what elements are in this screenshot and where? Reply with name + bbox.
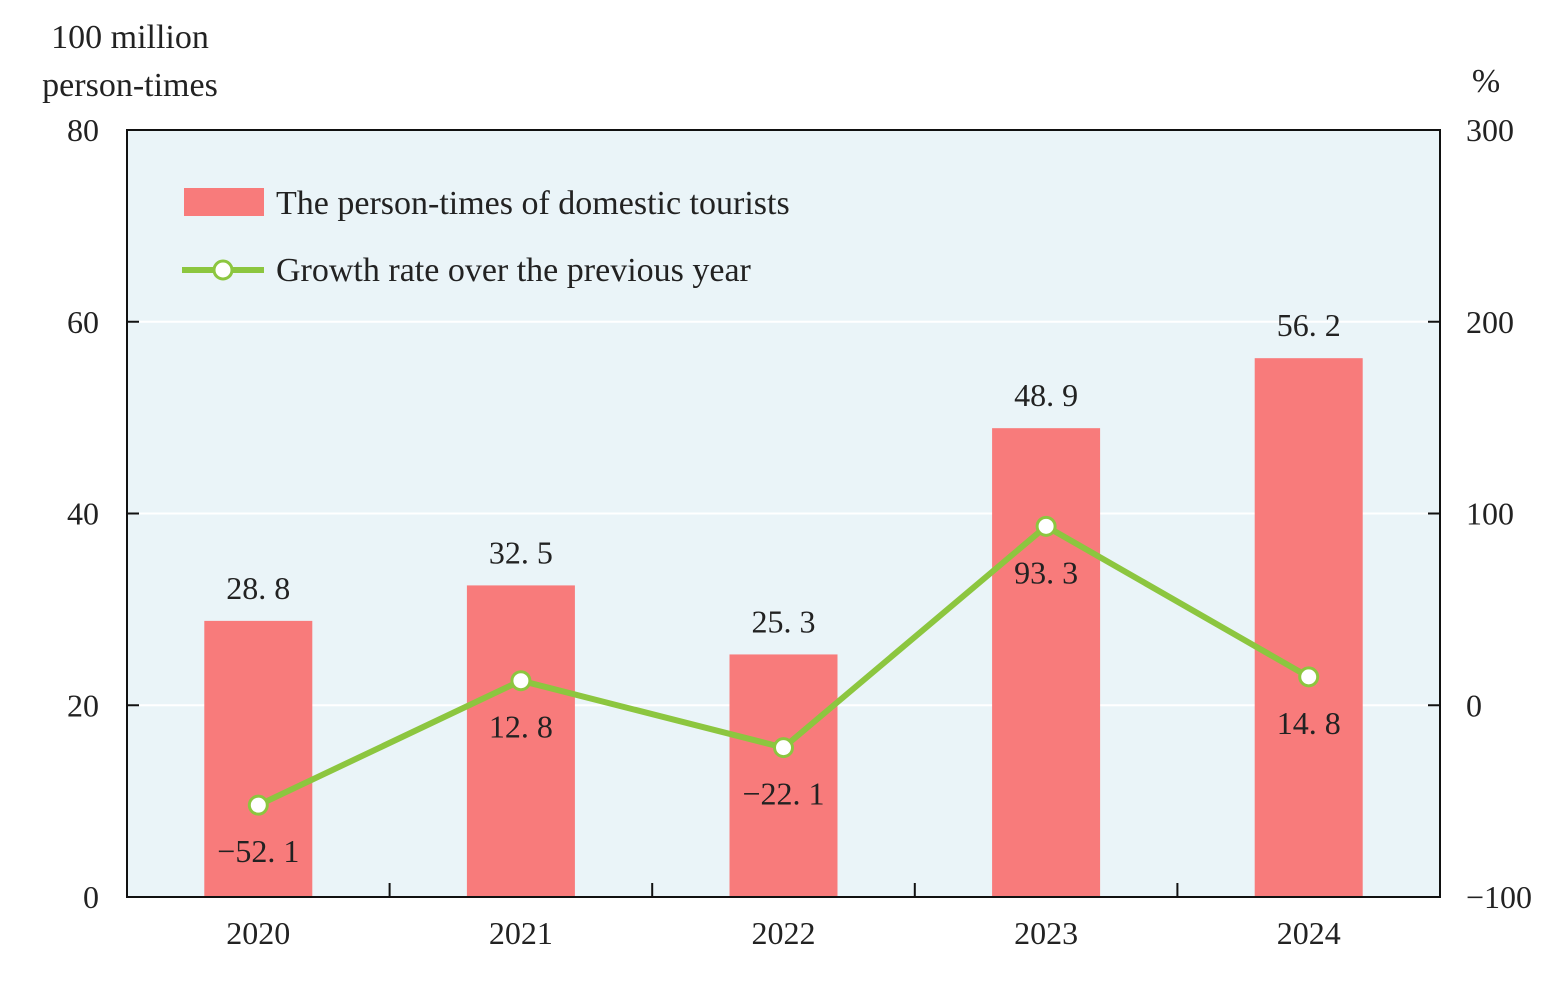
right-tick-label: 200 [1466,304,1514,340]
left-tick-label: 40 [67,496,99,532]
x-tick-label: 2023 [1014,915,1078,951]
x-tick-label: 2021 [489,915,553,951]
left-tick-label: 80 [67,112,99,148]
right-tick-label: 0 [1466,687,1482,723]
x-tick-label: 2024 [1277,915,1341,951]
growth-point [1035,515,1057,537]
growth-value-label: 14. 8 [1277,705,1341,741]
growth-value-label: 93. 3 [1014,554,1078,590]
bar [729,654,838,897]
left-tick-label: 60 [67,304,99,340]
growth-point [1298,666,1320,688]
bar [992,428,1101,897]
legend-line-label: Growth rate over the previous year [276,252,752,289]
growth-point [510,670,532,692]
bar-value-label: 56. 2 [1277,307,1341,343]
legend-bar-swatch [184,188,264,216]
right-tick-label: 300 [1466,112,1514,148]
legend-line-marker [212,259,234,281]
bar-value-label: 28. 8 [226,570,290,606]
growth-point [247,794,269,816]
bar [466,585,575,897]
left-tick-label: 20 [67,687,99,723]
bar-value-label: 32. 5 [489,534,553,570]
bar-value-label: 48. 9 [1014,377,1078,413]
legend-bar-label: The person-times of domestic tourists [276,185,790,222]
data-labels: 28. 8 32. 5 25. 3 48. 9 56. 2 −52. 1 12. 8 −22.… [217,307,1340,869]
bar [204,620,313,897]
growth-value-label: −22. 1 [742,776,824,812]
bar-value-label: 25. 3 [752,603,816,639]
right-tick-label: −100 [1466,879,1532,915]
bar-series [204,358,1363,897]
legend: The person-times of domestic tourists Gr… [182,185,790,289]
x-tick-label: 2020 [226,915,290,951]
growth-value-label: −52. 1 [217,833,299,869]
left-axis-title-line2: person-times [42,67,218,104]
left-axis-title-line1: 100 million [51,19,209,56]
growth-line-series [247,515,1320,816]
growth-point [773,737,794,759]
right-tick-label: 100 [1466,496,1514,532]
x-tick-label: 2022 [752,915,816,951]
left-tick-label: 0 [83,879,99,915]
plot-frame [126,129,1441,898]
bar [1254,358,1363,897]
growth-value-label: 12. 8 [489,709,553,745]
right-axis-title: % [1472,63,1500,100]
